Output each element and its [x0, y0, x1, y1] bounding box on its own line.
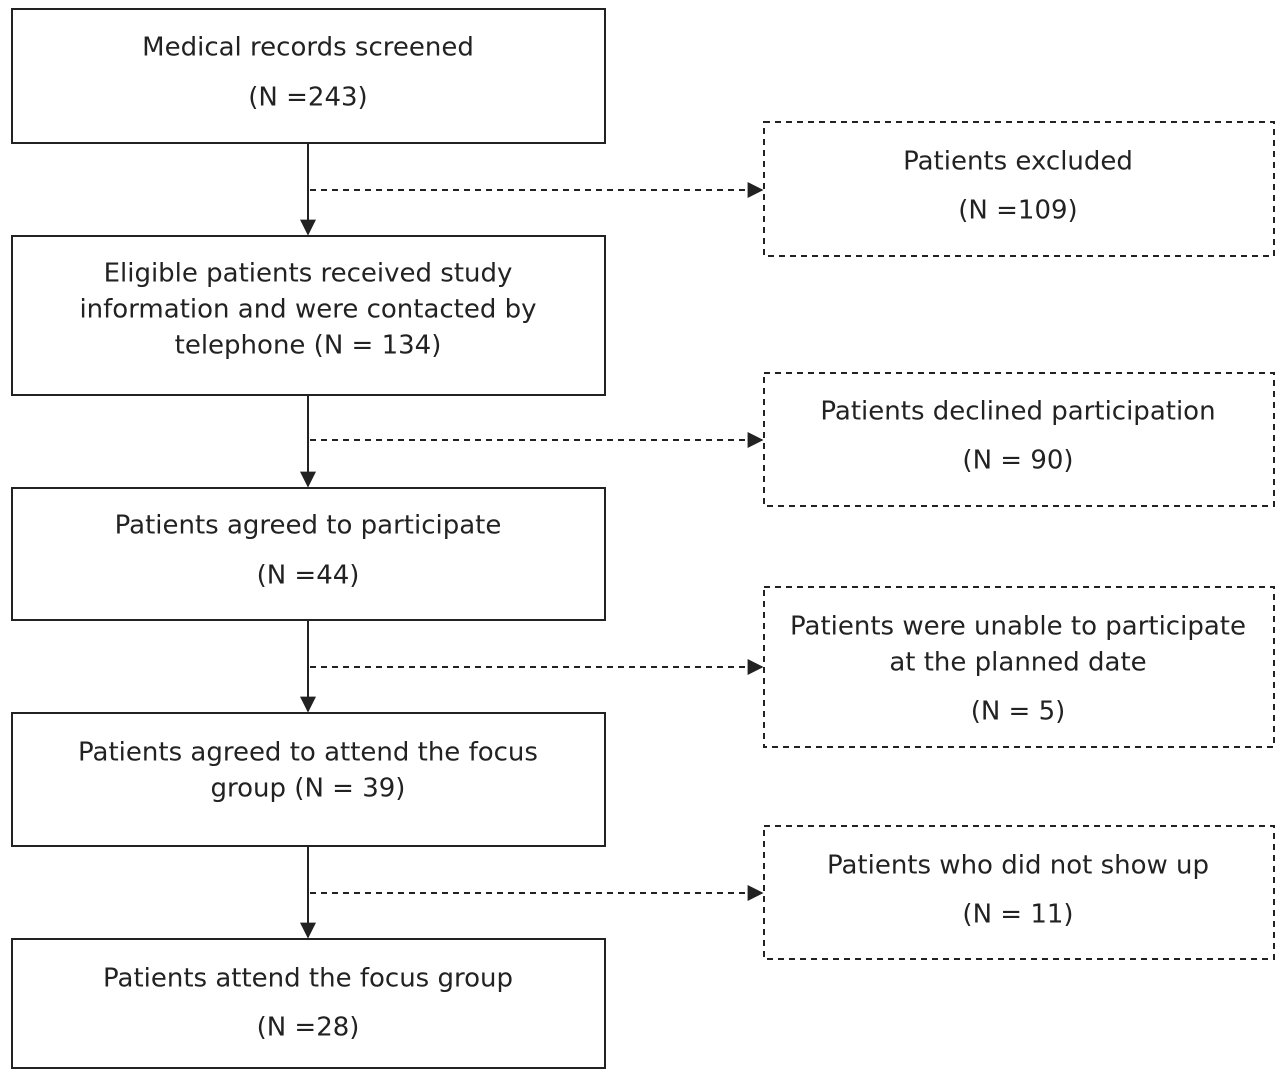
connectors: [300, 143, 764, 939]
box-text: Eligible patients received study: [104, 259, 513, 289]
box-text: Patients excluded: [903, 147, 1133, 177]
box-text: Patients agreed to participate: [115, 511, 502, 541]
box-text: Medical records screened: [142, 33, 474, 63]
box-text: Patients were unable to participate: [790, 612, 1246, 642]
box-text: Patients who did not show up: [827, 851, 1209, 881]
box-text: at the planned date: [889, 648, 1146, 678]
process-box: [11, 235, 606, 396]
process-box: [11, 487, 606, 621]
exclusion-box: [763, 372, 1275, 507]
exclusion-box: [763, 121, 1275, 257]
box-text: group (N = 39): [211, 774, 406, 804]
box-text: information and were contacted by: [79, 295, 536, 325]
box-text: Patients agreed to attend the focus: [78, 738, 538, 768]
box-text: Patients attend the focus group: [103, 964, 513, 994]
box-text: (N =44): [257, 561, 360, 591]
box-text: (N =28): [257, 1013, 360, 1043]
box-text: (N = 5): [971, 697, 1066, 727]
process-box: [11, 712, 606, 847]
process-box: [11, 938, 606, 1069]
box-text: (N =243): [248, 83, 367, 113]
exclusion-box: [763, 586, 1275, 748]
exclusion-box: [763, 825, 1275, 960]
box-text: telephone (N = 134): [175, 331, 442, 361]
box-text: (N = 90): [962, 446, 1073, 476]
box-text: (N =109): [958, 196, 1077, 226]
box-text: (N = 11): [962, 900, 1073, 930]
box-text: Patients declined participation: [820, 397, 1215, 427]
process-box: [11, 8, 606, 144]
